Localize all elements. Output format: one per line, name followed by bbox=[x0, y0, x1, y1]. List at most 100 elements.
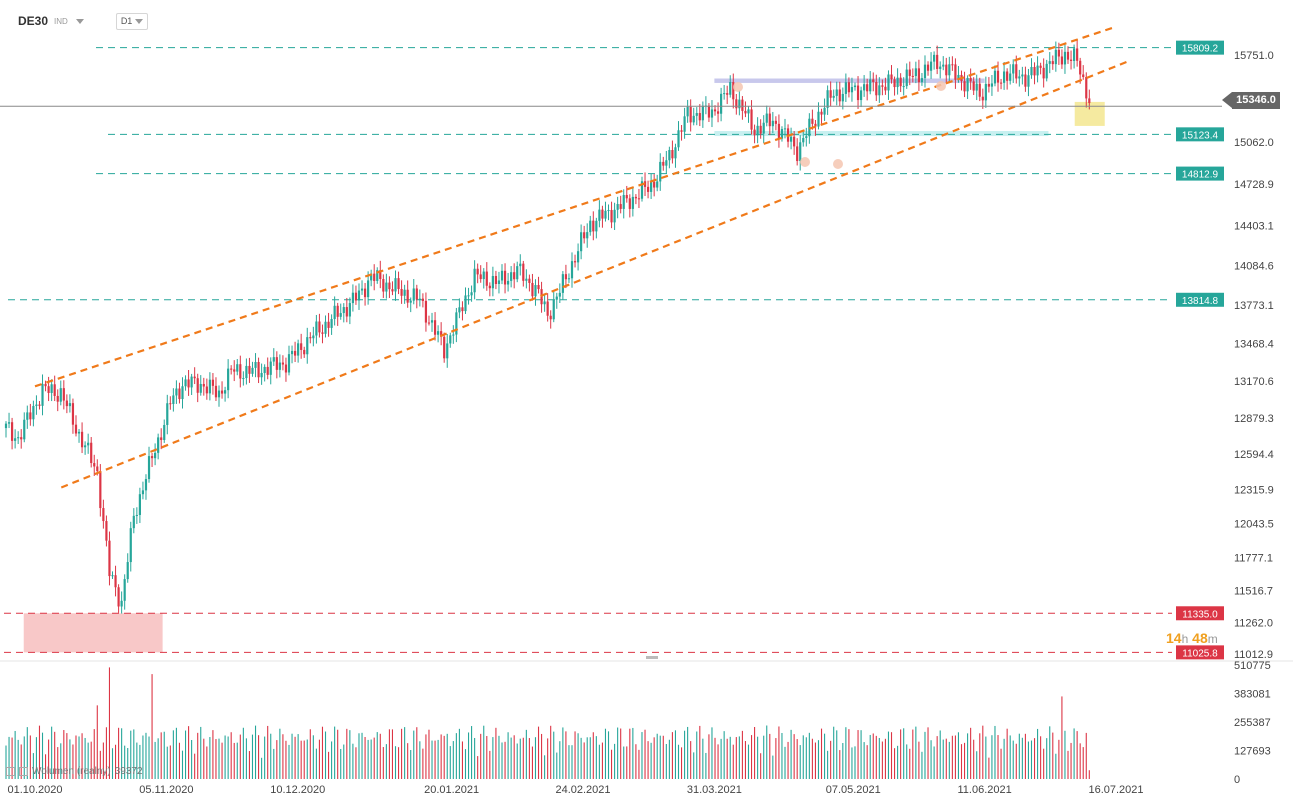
candle bbox=[65, 394, 68, 414]
candle bbox=[954, 58, 957, 89]
candle bbox=[771, 111, 774, 134]
candle bbox=[333, 296, 336, 326]
candle bbox=[306, 327, 309, 364]
date-tick-label: 24.02.2021 bbox=[555, 784, 610, 796]
candle bbox=[923, 55, 927, 88]
candle bbox=[391, 281, 394, 296]
candle bbox=[723, 85, 726, 100]
candle bbox=[677, 121, 680, 151]
candle bbox=[278, 354, 281, 378]
candle bbox=[135, 507, 138, 524]
candle bbox=[1033, 62, 1036, 85]
candle bbox=[400, 280, 403, 304]
candle bbox=[878, 77, 881, 103]
level-tag: 14812.9 bbox=[1176, 166, 1224, 181]
timer-hours: 14 bbox=[1166, 630, 1182, 646]
candle bbox=[650, 173, 653, 199]
candle bbox=[23, 412, 26, 443]
level-tag: 11025.8 bbox=[1176, 645, 1224, 660]
symbol-name[interactable]: DE30 bbox=[18, 14, 49, 28]
price-tag-arrow-icon bbox=[1222, 92, 1232, 108]
timer-h-unit: h bbox=[1181, 632, 1189, 646]
date-tick-label: 16.07.2021 bbox=[1088, 784, 1143, 796]
date-tick-label: 01.10.2020 bbox=[7, 784, 62, 796]
candle bbox=[330, 314, 333, 335]
candle bbox=[656, 174, 659, 192]
chart-markers bbox=[733, 81, 946, 169]
candle bbox=[1054, 41, 1057, 72]
candle bbox=[458, 298, 461, 319]
candle bbox=[683, 107, 686, 139]
candle bbox=[62, 380, 65, 410]
candle bbox=[856, 76, 860, 109]
date-tick-label: 05.11.2020 bbox=[139, 784, 193, 796]
candle bbox=[631, 187, 634, 217]
trendline-upper-channel[interactable] bbox=[34, 25, 1117, 388]
svg-text:13814.8: 13814.8 bbox=[1182, 296, 1219, 307]
candle bbox=[774, 116, 777, 131]
candle bbox=[564, 264, 568, 289]
candle bbox=[318, 313, 321, 338]
candle bbox=[120, 591, 123, 614]
candle bbox=[525, 269, 528, 289]
candle bbox=[397, 271, 400, 295]
candle bbox=[1060, 49, 1064, 69]
candle bbox=[945, 57, 948, 85]
price-tick-label: 12594.4 bbox=[1234, 449, 1274, 461]
candle bbox=[811, 109, 814, 130]
candle bbox=[789, 127, 793, 150]
pane-resize-handle[interactable] bbox=[646, 656, 658, 659]
candle bbox=[479, 265, 482, 283]
candle bbox=[437, 325, 440, 343]
candle bbox=[415, 284, 418, 309]
close-icon[interactable] bbox=[19, 767, 28, 776]
volume-legend[interactable]: Wolumen (realny) 39372 bbox=[6, 766, 143, 777]
trendlines bbox=[34, 25, 1132, 489]
candle bbox=[494, 270, 498, 290]
candle bbox=[503, 263, 507, 294]
candle bbox=[1030, 58, 1033, 79]
candle bbox=[625, 185, 628, 203]
candle bbox=[172, 388, 175, 412]
candle bbox=[93, 454, 96, 476]
candle bbox=[1072, 44, 1076, 69]
candle bbox=[193, 367, 196, 385]
candle bbox=[783, 118, 787, 139]
timeframe-select[interactable]: D1 bbox=[115, 12, 148, 30]
candle bbox=[190, 373, 193, 395]
candle bbox=[214, 377, 218, 401]
candle bbox=[726, 85, 729, 105]
candle bbox=[835, 81, 838, 106]
date-tick-label: 31.03.2021 bbox=[687, 784, 742, 796]
price-tick-label: 13170.6 bbox=[1234, 376, 1274, 388]
timer-m-unit: m bbox=[1207, 632, 1218, 646]
chevron-down-icon[interactable] bbox=[75, 18, 84, 24]
candle bbox=[348, 297, 351, 325]
settings-icon[interactable] bbox=[6, 767, 15, 776]
candle bbox=[111, 571, 114, 579]
candle bbox=[993, 65, 997, 87]
candle bbox=[1085, 72, 1088, 108]
price-tick-label: 15062.0 bbox=[1234, 137, 1274, 149]
candle bbox=[863, 75, 866, 97]
candle bbox=[1006, 68, 1009, 90]
candle bbox=[412, 278, 415, 305]
horizontal-levels bbox=[4, 47, 1172, 653]
time-axis[interactable]: 01.10.2020 05.11.2020 10.12.2020 20.01.2021… bbox=[7, 784, 1143, 796]
candle bbox=[144, 474, 148, 500]
candle bbox=[427, 315, 431, 326]
candle bbox=[1048, 52, 1051, 74]
candle bbox=[1051, 55, 1054, 70]
candle bbox=[933, 51, 936, 70]
candle bbox=[90, 437, 93, 468]
candle bbox=[814, 120, 817, 136]
price-tick-label: 11262.0 bbox=[1234, 618, 1273, 630]
candle bbox=[793, 131, 796, 155]
candle bbox=[850, 77, 854, 102]
candle bbox=[129, 521, 132, 572]
candle bbox=[175, 380, 178, 404]
candle bbox=[470, 285, 473, 302]
candle bbox=[589, 215, 592, 236]
level-tag: 15809.2 bbox=[1176, 40, 1224, 55]
